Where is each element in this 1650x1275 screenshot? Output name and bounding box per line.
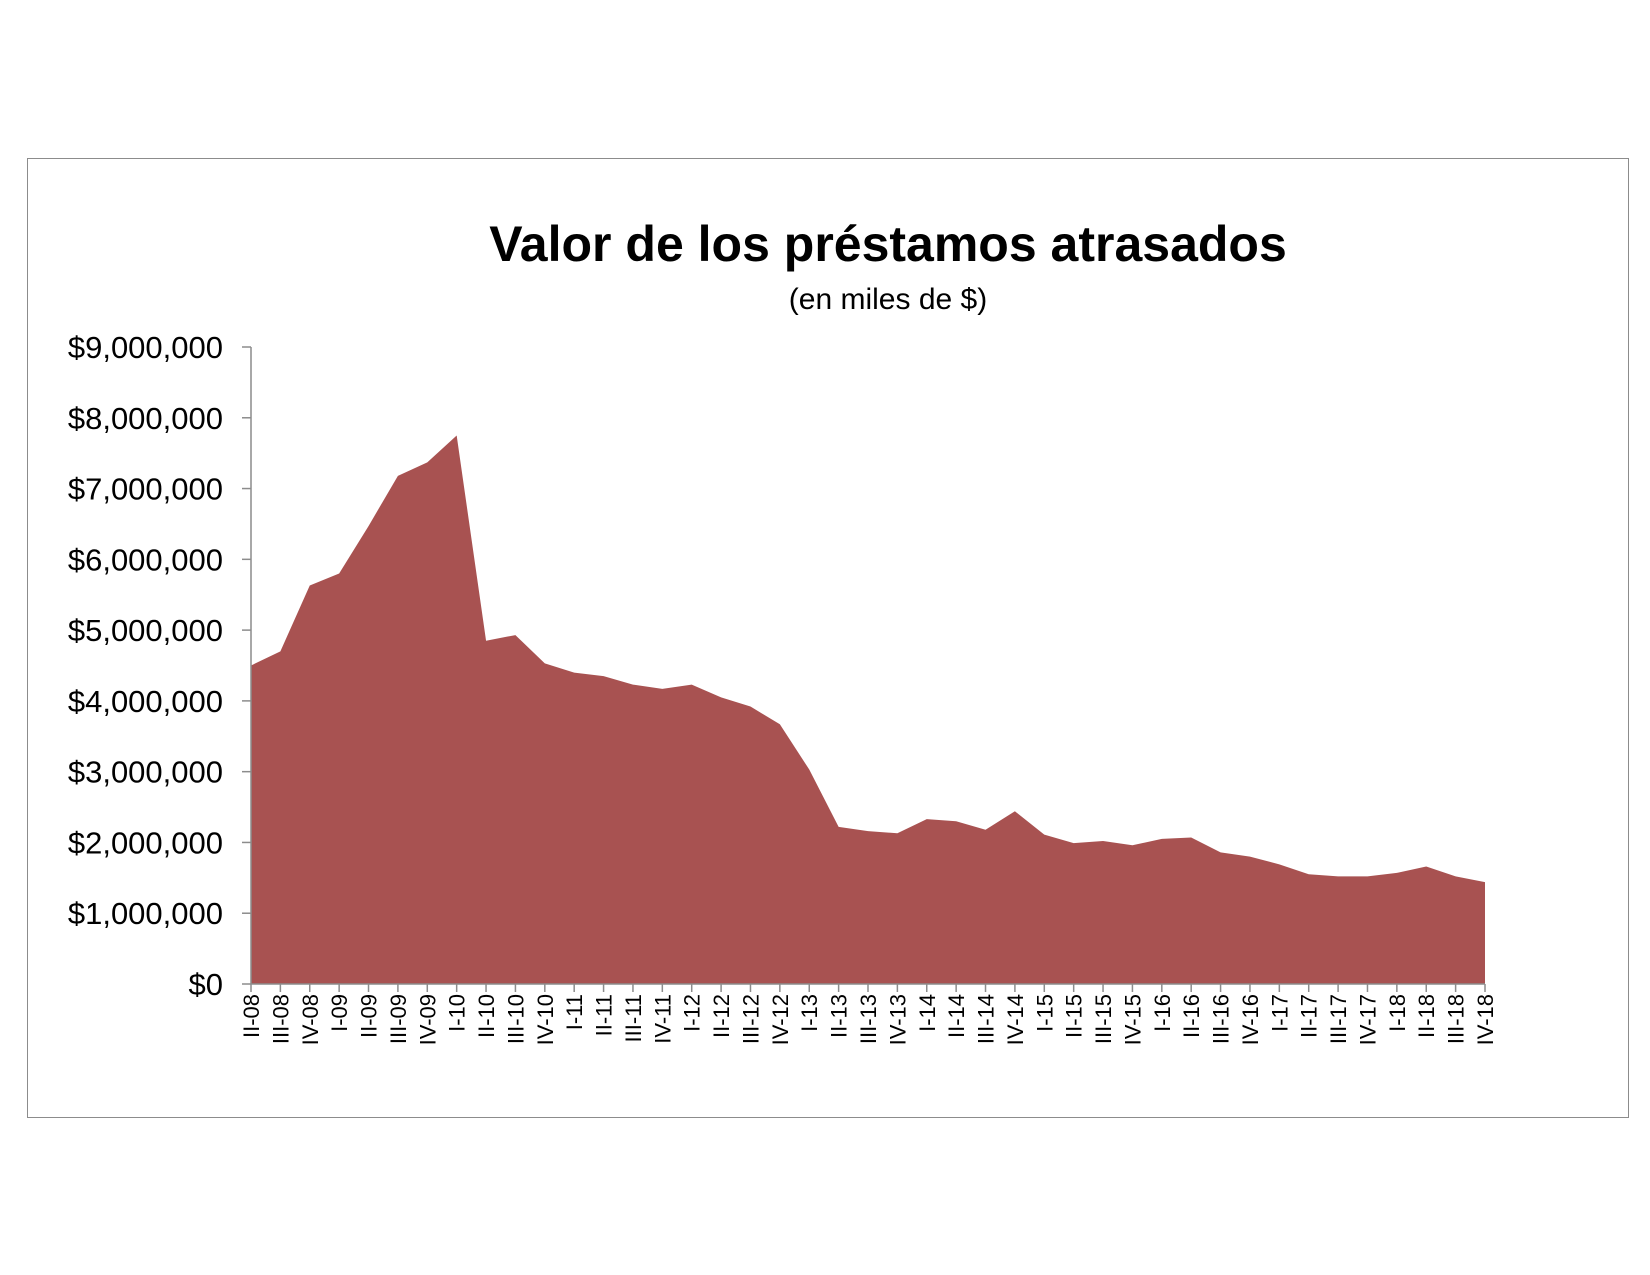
y-tick-label: $0 xyxy=(189,967,223,1002)
x-tick-label: IV-11 xyxy=(650,994,675,1044)
x-tick-label: I-14 xyxy=(915,994,940,1032)
x-tick-label: III-13 xyxy=(856,994,881,1044)
x-tick-label: IV-09 xyxy=(415,994,440,1045)
x-tick-label: I-10 xyxy=(445,994,470,1032)
area-series xyxy=(251,435,1485,985)
x-tick-label: I-13 xyxy=(797,994,822,1032)
chart-title: Valor de los préstamos atrasados xyxy=(489,216,1287,272)
x-tick-label: IV-17 xyxy=(1355,994,1380,1045)
x-tick-label: I-09 xyxy=(327,994,352,1032)
x-tick-label: IV-08 xyxy=(298,994,323,1045)
x-tick-label: II-13 xyxy=(827,994,852,1038)
x-tick-label: II-14 xyxy=(944,994,969,1038)
x-tick-label: II-09 xyxy=(357,994,382,1038)
x-tick-label: IV-10 xyxy=(533,994,558,1045)
x-tick-label: III-12 xyxy=(738,994,763,1044)
y-tick-label: $9,000,000 xyxy=(68,330,223,365)
x-tick-label: IV-18 xyxy=(1473,994,1498,1045)
x-tick-label: II-12 xyxy=(709,994,734,1038)
y-tick-label: $4,000,000 xyxy=(68,684,223,719)
x-tick-label: III-11 xyxy=(621,994,646,1043)
x-tick-label: IV-13 xyxy=(885,994,910,1045)
x-tick-label: III-18 xyxy=(1444,994,1469,1044)
x-tick-label: IV-15 xyxy=(1120,994,1145,1045)
x-tick-label: IV-14 xyxy=(1003,994,1028,1045)
x-tick-label: II-16 xyxy=(1179,994,1204,1038)
y-tick-label: $6,000,000 xyxy=(68,542,223,577)
chart-subtitle: (en miles de $) xyxy=(789,283,987,316)
x-tick-label: III-15 xyxy=(1091,994,1116,1044)
chart-canvas: Valor de los préstamos atrasados (en mil… xyxy=(68,216,1498,1045)
x-tick-label: IV-16 xyxy=(1238,994,1263,1045)
x-tick-label: III-09 xyxy=(386,994,411,1044)
x-tick-label: III-08 xyxy=(268,994,293,1044)
plot-area: $0 $1,000,000 $2,000,000 $3,000,000 $4,000,0… xyxy=(68,330,1498,1045)
y-tick-label: $8,000,000 xyxy=(68,401,223,436)
y-tick-label: $1,000,000 xyxy=(68,896,223,931)
x-tick-label: IV-12 xyxy=(768,994,793,1045)
y-tick-label: $5,000,000 xyxy=(68,613,223,648)
y-tick-label: $7,000,000 xyxy=(68,472,223,507)
x-tick-label: III-10 xyxy=(503,994,528,1044)
y-tick-label: $3,000,000 xyxy=(68,755,223,790)
x-tick-label: I-16 xyxy=(1150,994,1175,1032)
x-tick-label: III-17 xyxy=(1326,994,1351,1044)
x-tick-label: III-16 xyxy=(1209,994,1234,1044)
x-tick-label: II-08 xyxy=(239,994,264,1038)
x-tick-label: II-11 xyxy=(592,994,617,1036)
x-tick-label: I-11 xyxy=(562,994,587,1030)
x-tick-label: I-15 xyxy=(1032,994,1057,1032)
x-tick-label: I-17 xyxy=(1267,994,1292,1032)
x-tick-label: I-18 xyxy=(1385,994,1410,1032)
x-tick-label: II-15 xyxy=(1062,994,1087,1038)
chart-frame: Valor de los préstamos atrasados (en mil… xyxy=(27,158,1629,1118)
x-tick-label: II-18 xyxy=(1414,994,1439,1038)
x-tick-label: II-10 xyxy=(474,994,499,1038)
x-tick-label: I-12 xyxy=(680,994,705,1032)
y-tick-label: $2,000,000 xyxy=(68,825,223,860)
x-tick-label: III-14 xyxy=(974,994,999,1044)
x-tick-label: II-17 xyxy=(1297,994,1322,1038)
